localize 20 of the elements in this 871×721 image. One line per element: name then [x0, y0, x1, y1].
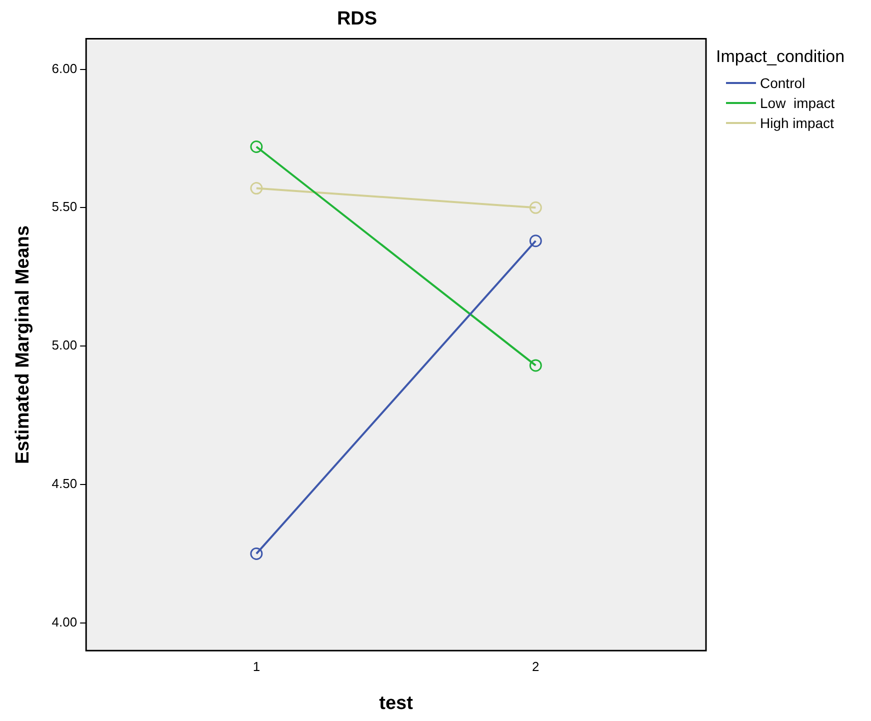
point — [250, 547, 263, 560]
y-tick-label: 5.00 — [52, 338, 78, 353]
legend-title: Impact_condition — [716, 46, 845, 67]
y-axis-title: Estimated Marginal Means — [12, 225, 34, 464]
point — [250, 182, 263, 195]
point — [529, 201, 542, 214]
point — [529, 359, 542, 372]
chart-title: RDS — [336, 8, 378, 30]
point — [250, 140, 263, 154]
x-tick-label: 2 — [532, 658, 540, 674]
y-tick-label: 6.00 — [52, 60, 78, 76]
x-tick-label: 1 — [252, 658, 260, 674]
legend-label: Low impact — [760, 94, 835, 111]
point — [529, 234, 542, 248]
legend-label: Control — [760, 74, 806, 91]
y-tick-label: 4.50 — [52, 476, 78, 492]
x-axis-title: test — [379, 692, 414, 714]
y-tick-label: 4.00 — [52, 614, 78, 630]
y-tick-label: 5.50 — [52, 199, 78, 214]
legend-label: High impact — [760, 114, 834, 131]
